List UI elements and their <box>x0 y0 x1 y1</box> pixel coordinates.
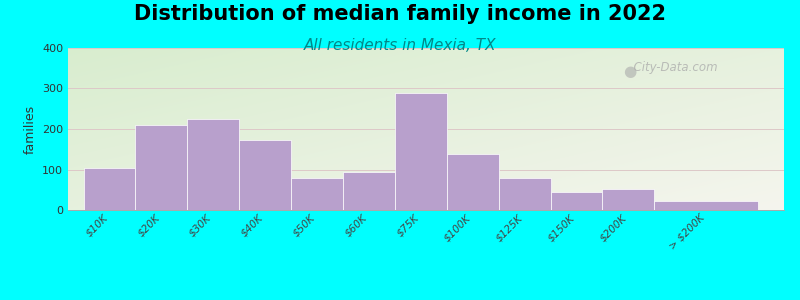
Bar <box>550 192 602 210</box>
Bar <box>291 178 343 210</box>
Bar <box>343 172 395 210</box>
Text: Distribution of median family income in 2022: Distribution of median family income in … <box>134 4 666 25</box>
Y-axis label: families: families <box>23 104 37 154</box>
Bar <box>135 125 187 210</box>
Bar <box>498 178 550 210</box>
Bar <box>83 168 135 210</box>
Bar <box>395 93 446 210</box>
Text: All residents in Mexia, TX: All residents in Mexia, TX <box>304 38 496 52</box>
Bar <box>239 140 291 210</box>
Bar <box>654 201 758 210</box>
Bar <box>602 189 654 210</box>
Bar <box>187 119 239 210</box>
Text: ●: ● <box>623 64 636 79</box>
Text: City-Data.com: City-Data.com <box>626 61 718 74</box>
Bar <box>446 154 498 210</box>
